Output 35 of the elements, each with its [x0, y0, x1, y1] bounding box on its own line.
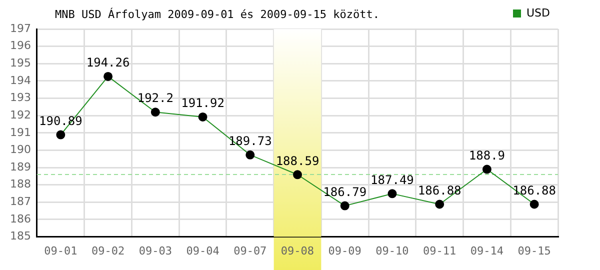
- y-tick-label: 188: [10, 178, 31, 191]
- y-tick-label: 197: [10, 22, 31, 35]
- data-label: 187.49: [370, 172, 414, 187]
- x-tick-label: 09-10: [376, 244, 409, 258]
- y-tick-label: 193: [10, 91, 31, 104]
- x-tick-label: 09-02: [91, 244, 125, 258]
- y-tick-label: 187: [10, 195, 31, 208]
- data-label: 186.79: [323, 184, 367, 199]
- y-tick-label: 195: [10, 56, 31, 70]
- y-tick-label: 196: [10, 39, 31, 52]
- legend-label: USD: [526, 6, 550, 20]
- x-tick-label: 09-01: [44, 244, 78, 258]
- y-tick-label: 192: [10, 108, 31, 122]
- x-tick-label: 09-08: [280, 244, 314, 258]
- data-label: 192.2: [137, 91, 174, 106]
- y-tick-label: 189: [10, 160, 31, 174]
- data-label: 188.59: [276, 154, 320, 168]
- x-tick-label: 09-03: [138, 244, 172, 258]
- y-tick-label: 190: [10, 143, 31, 156]
- chart-title: MNB USD Árfolyam 2009-09-01 és 2009-09-15 között.: [55, 6, 380, 21]
- y-tick-label: 186: [10, 212, 31, 226]
- data-label: 186.88: [418, 183, 462, 198]
- y-tick-label: 194: [10, 74, 31, 87]
- data-label: 186.88: [512, 183, 556, 198]
- x-tick-label: 09-09: [328, 244, 362, 258]
- y-tick-label: 185: [10, 230, 31, 243]
- data-label: 188.9: [468, 148, 506, 162]
- data-label: 191.92: [181, 96, 224, 110]
- x-tick-label: 09-14: [470, 244, 504, 258]
- x-tick-label: 09-15: [518, 244, 551, 258]
- x-tick-label: 09-11: [423, 244, 456, 258]
- x-tick-label: 09-07: [234, 244, 267, 258]
- x-tick-label: 09-04: [186, 244, 220, 258]
- y-tick-label: 191: [10, 126, 31, 139]
- data-label: 194.26: [86, 56, 130, 70]
